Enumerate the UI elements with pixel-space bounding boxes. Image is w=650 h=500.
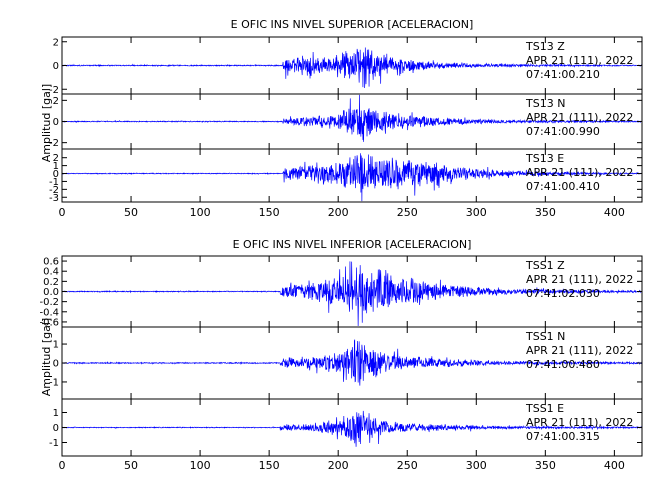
x-tick-label: 250 [397, 206, 418, 219]
x-tick-label: 100 [190, 206, 211, 219]
trace-date: APR 21 (111), 2022 [526, 344, 633, 357]
x-tick-label: 150 [259, 459, 280, 472]
y-tick-label: -2 [49, 138, 59, 149]
x-tick-label: 300 [466, 459, 487, 472]
y-tick-label: -0.4 [39, 307, 59, 318]
y-tick-label: 0.0 [43, 287, 59, 298]
chart-title: E OFIC INS NIVEL SUPERIOR [ACELERACION] [231, 18, 474, 31]
y-tick-label: 0.6 [43, 257, 59, 268]
x-tick-label: 300 [466, 206, 487, 219]
y-tick-label: 2 [53, 153, 59, 164]
y-axis-label: Amplitud [gal] [40, 318, 53, 396]
trace-time: 07:41:00.410 [526, 180, 600, 193]
x-tick-label: 150 [259, 206, 280, 219]
y-tick-label: 0 [53, 61, 59, 72]
trace-time: 07:41:02.030 [526, 287, 600, 300]
trace-date: APR 21 (111), 2022 [526, 416, 633, 429]
x-tick-label: 400 [604, 459, 625, 472]
chart-title: E OFIC INS NIVEL INFERIOR [ACELERACION] [233, 238, 472, 251]
x-tick-label: 100 [190, 459, 211, 472]
trace-date: APR 21 (111), 2022 [526, 166, 633, 179]
y-tick-label: -0.2 [39, 297, 59, 308]
y-axis-label: Amplitud [gal] [40, 84, 53, 162]
x-tick-label: 400 [604, 206, 625, 219]
waveform-series [61, 47, 643, 88]
waveform-series [61, 153, 643, 202]
panel-frame [61, 148, 643, 203]
y-tick-label: 1 [53, 408, 59, 419]
waveform-series [61, 410, 643, 447]
y-tick-label: 0.2 [43, 277, 59, 288]
x-tick-label: 0 [59, 459, 66, 472]
y-tick-label: 2 [53, 37, 59, 48]
y-tick-label: 0 [53, 169, 59, 180]
trace-time: 07:41:00.990 [526, 125, 600, 138]
trace-time: 07:41:00.210 [526, 68, 600, 81]
y-tick-label: 2 [53, 96, 59, 107]
trace-station-label: TSS1 E [525, 402, 564, 415]
y-tick-label: -2 [49, 85, 59, 96]
trace-time: 07:41:00.315 [526, 430, 600, 443]
trace-station-label: TS13 N [525, 97, 565, 110]
y-tick-label: -3 [49, 193, 59, 204]
y-tick-label: 1 [53, 161, 59, 172]
y-tick-label: -2 [49, 185, 59, 196]
y-tick-label: 0 [53, 423, 59, 434]
x-tick-label: 200 [328, 459, 349, 472]
y-tick-label: 1 [53, 340, 59, 351]
trace-date: APR 21 (111), 2022 [526, 111, 633, 124]
waveform-series [61, 94, 643, 142]
y-tick-label: -1 [49, 377, 59, 388]
trace-date: APR 21 (111), 2022 [526, 273, 633, 286]
x-tick-label: 50 [124, 459, 138, 472]
waveform-series [61, 339, 643, 386]
trace-station-label: TSS1 N [525, 330, 565, 343]
y-tick-label: -0.6 [39, 317, 59, 328]
waveform-series [61, 261, 643, 326]
x-tick-label: 50 [124, 206, 138, 219]
trace-station-label: TSS1 Z [525, 259, 565, 272]
trace-date: APR 21 (111), 2022 [526, 54, 633, 67]
x-tick-label: 350 [535, 206, 556, 219]
trace-station-label: TS13 E [525, 152, 564, 165]
x-tick-label: 0 [59, 206, 66, 219]
x-tick-label: 200 [328, 206, 349, 219]
y-tick-label: 0 [53, 359, 59, 370]
y-tick-label: -1 [49, 438, 59, 449]
x-tick-label: 250 [397, 459, 418, 472]
y-tick-label: -1 [49, 177, 59, 188]
x-tick-label: 350 [535, 459, 556, 472]
trace-station-label: TS13 Z [525, 40, 565, 53]
y-tick-label: 0.4 [43, 267, 59, 278]
y-tick-label: 0 [53, 117, 59, 128]
trace-time: 07:41:00.480 [526, 358, 600, 371]
